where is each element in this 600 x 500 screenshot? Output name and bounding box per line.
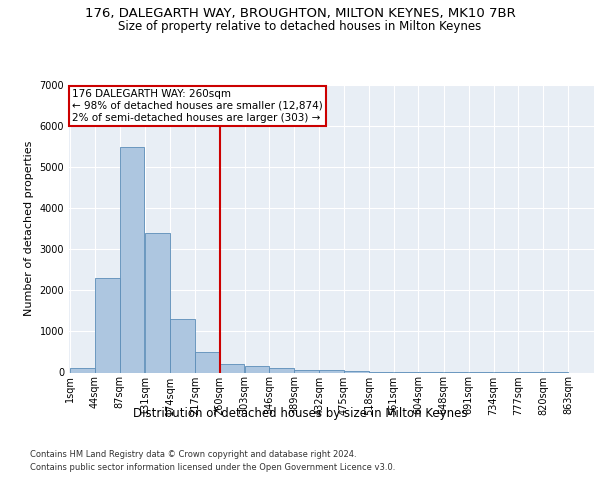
Text: Contains HM Land Registry data © Crown copyright and database right 2024.: Contains HM Land Registry data © Crown c… [30, 450, 356, 459]
Bar [170, 319, 194, 372]
Bar [319, 370, 344, 372]
Text: Contains public sector information licensed under the Open Government Licence v3: Contains public sector information licen… [30, 462, 395, 471]
Bar [95, 278, 119, 372]
Y-axis label: Number of detached properties: Number of detached properties [24, 141, 34, 316]
Bar [245, 366, 269, 372]
Bar [269, 368, 294, 372]
Text: 176, DALEGARTH WAY, BROUGHTON, MILTON KEYNES, MK10 7BR: 176, DALEGARTH WAY, BROUGHTON, MILTON KE… [85, 8, 515, 20]
Bar [195, 352, 220, 372]
Bar [70, 368, 95, 372]
Text: Size of property relative to detached houses in Milton Keynes: Size of property relative to detached ho… [118, 20, 482, 33]
Bar [145, 233, 170, 372]
Bar [120, 146, 145, 372]
Text: 176 DALEGARTH WAY: 260sqm
← 98% of detached houses are smaller (12,874)
2% of se: 176 DALEGARTH WAY: 260sqm ← 98% of detac… [71, 90, 322, 122]
Bar [294, 370, 319, 372]
Bar [220, 364, 244, 372]
Text: Distribution of detached houses by size in Milton Keynes: Distribution of detached houses by size … [133, 408, 467, 420]
